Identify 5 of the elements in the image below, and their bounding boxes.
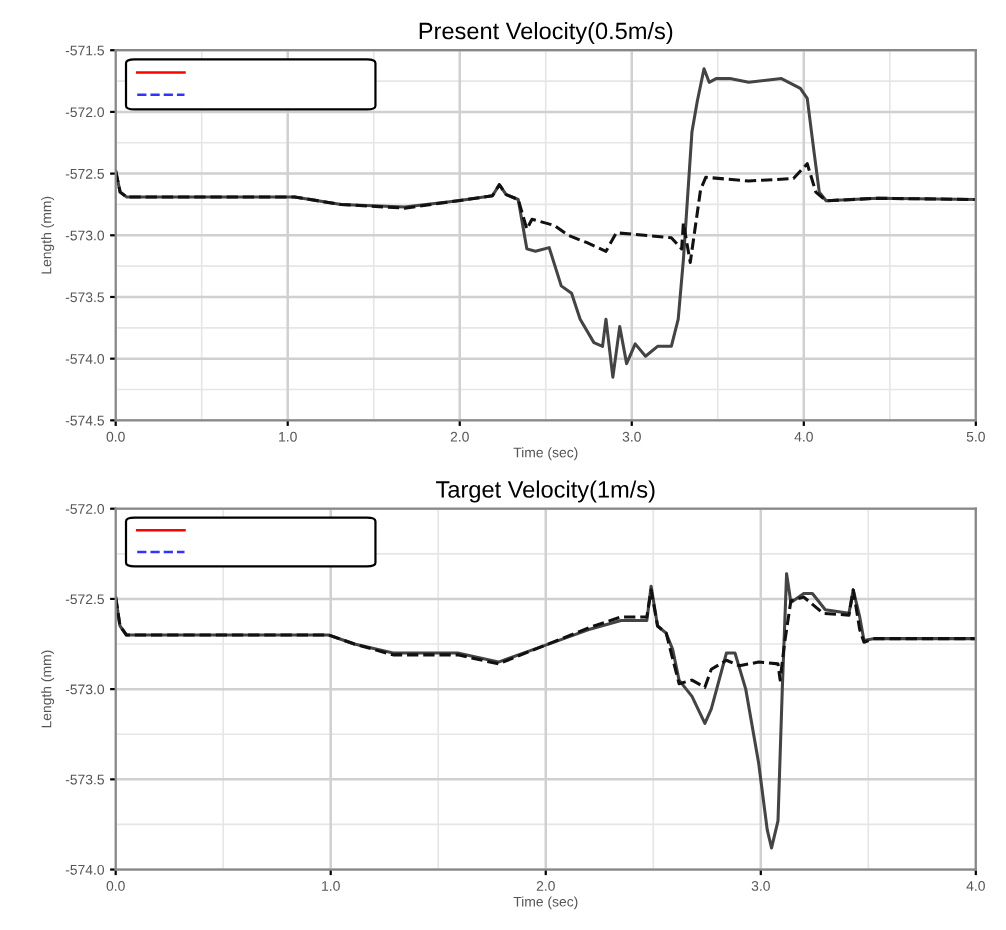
line-series xyxy=(115,588,976,689)
chart-title: Target Velocity(1m/s) xyxy=(436,480,655,503)
line-series xyxy=(115,162,976,264)
chart-title: Present Velocity(0.5m/s) xyxy=(419,22,673,45)
line-series xyxy=(115,67,976,379)
